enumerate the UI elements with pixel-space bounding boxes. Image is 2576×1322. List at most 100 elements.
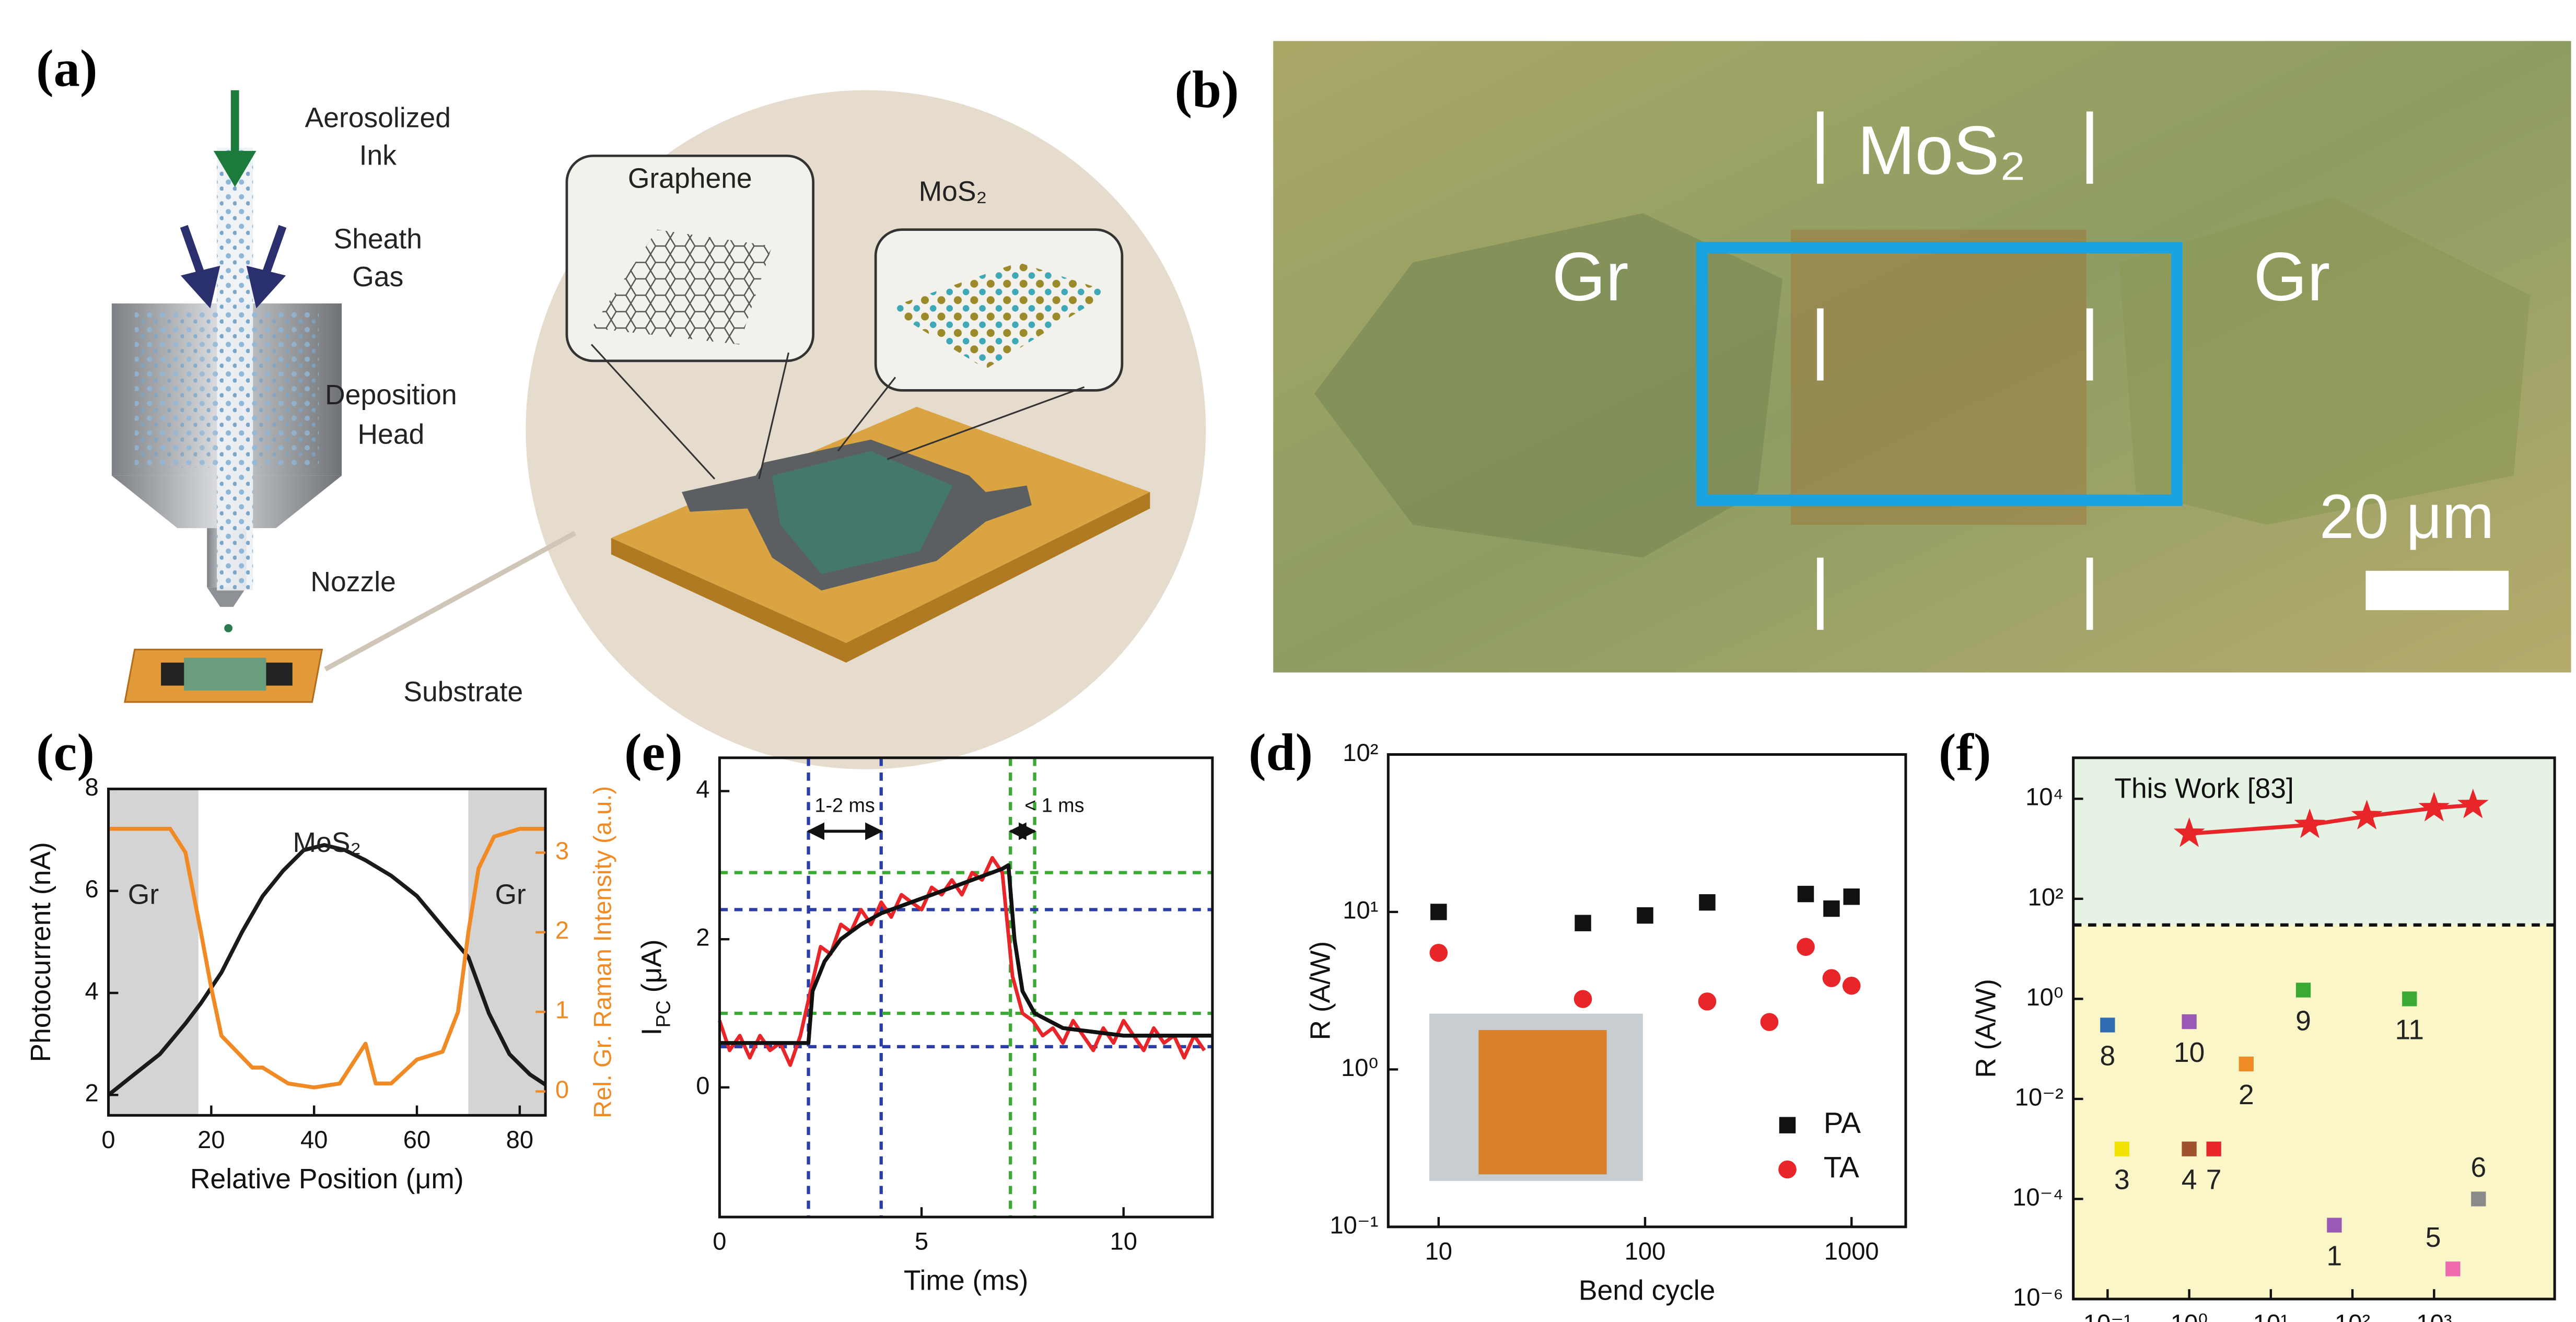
y-tick-label: 10⁻¹ bbox=[1330, 1211, 1378, 1238]
legend-label: PA bbox=[1824, 1106, 1861, 1139]
panel-label: (a) bbox=[36, 39, 97, 97]
diagram-label: Nozzle bbox=[310, 567, 395, 598]
point-label: 6 bbox=[2470, 1152, 2486, 1183]
annotation: Gr bbox=[495, 880, 526, 910]
x-tick-label: 80 bbox=[506, 1126, 533, 1153]
x-tick-label: 5 bbox=[915, 1227, 928, 1255]
point-label: 8 bbox=[2100, 1040, 2115, 1071]
legend-label: TA bbox=[1824, 1151, 1859, 1184]
panel-a-drawing bbox=[111, 90, 1206, 769]
y-tick-label: 4 bbox=[696, 775, 709, 803]
x-axis-label: Relative Position (μm) bbox=[190, 1164, 464, 1195]
marker bbox=[2327, 1218, 2342, 1233]
y2-axis-label: Rel. Gr. Raman Intensity (a.u.) bbox=[589, 786, 616, 1118]
y2-tick-label: 1 bbox=[555, 996, 569, 1024]
panel-label: (c) bbox=[36, 723, 95, 781]
y-tick-label: 10² bbox=[1343, 739, 1378, 766]
plot-frame bbox=[2072, 756, 2556, 1301]
x-tick-label: 60 bbox=[403, 1126, 430, 1153]
y-tick-label: 10¹ bbox=[1343, 896, 1378, 923]
point-label: 7 bbox=[2206, 1165, 2222, 1196]
x-tick-label: 40 bbox=[300, 1126, 328, 1153]
marker bbox=[2114, 1141, 2130, 1156]
x-tick-label: 10⁻¹ bbox=[2083, 1309, 2132, 1322]
x-tick-label: 10² bbox=[2335, 1309, 2370, 1322]
x-tick-label: 10¹ bbox=[2253, 1309, 2289, 1322]
marker bbox=[2418, 791, 2450, 822]
marker bbox=[1637, 907, 1653, 924]
marker bbox=[2402, 991, 2417, 1007]
shaded-region bbox=[468, 789, 546, 1116]
micrograph bbox=[1273, 41, 2571, 673]
legend-marker bbox=[1779, 1117, 1796, 1133]
series-line bbox=[108, 826, 546, 1090]
y2-tick-label: 2 bbox=[555, 916, 569, 944]
diagram-label: Aerosolized bbox=[305, 102, 451, 133]
marker bbox=[2206, 1141, 2221, 1156]
point-label: 9 bbox=[2295, 1005, 2311, 1036]
marker bbox=[1429, 943, 1448, 962]
marker bbox=[1843, 888, 1860, 905]
point-label: 10 bbox=[2174, 1037, 2205, 1068]
inset-film bbox=[1478, 1030, 1607, 1175]
x-tick-label: 10 bbox=[1110, 1227, 1137, 1255]
point-label: 3 bbox=[2114, 1165, 2130, 1196]
marker bbox=[1823, 900, 1840, 917]
marker bbox=[2239, 1056, 2254, 1072]
marker bbox=[1797, 938, 1815, 956]
point-label: 2 bbox=[2239, 1080, 2254, 1110]
annotation: 1-2 ms bbox=[814, 794, 875, 816]
marker bbox=[1699, 894, 1716, 911]
x-tick-label: 10⁰ bbox=[2171, 1309, 2208, 1322]
x-tick-label: 0 bbox=[101, 1126, 115, 1153]
diagram-label: Substrate bbox=[403, 676, 523, 707]
marker bbox=[2182, 1141, 2197, 1156]
y-axis-label: IPC (μA) bbox=[637, 939, 674, 1035]
marker bbox=[1822, 969, 1841, 987]
marker bbox=[2457, 788, 2489, 818]
region bbox=[2073, 757, 2555, 925]
annotation: < 1 ms bbox=[1024, 794, 1084, 816]
annotation: MoS₂ bbox=[293, 827, 361, 858]
y-axis-label: R (A/W) bbox=[1306, 941, 1336, 1040]
x-axis-label: Bend cycle bbox=[1579, 1276, 1715, 1306]
chart: 10 100 1000 10⁻¹ 10⁰ 10¹ 10² (d) Bend cycle R (A/… bbox=[1249, 723, 1907, 1306]
y-tick-label: 10² bbox=[2028, 883, 2064, 910]
diagram-label: Sheath bbox=[334, 224, 422, 255]
diagram-label: Ink bbox=[359, 141, 397, 171]
y-tick-label: 10⁰ bbox=[1341, 1054, 1378, 1081]
y-tick-label: 2 bbox=[696, 923, 709, 951]
x-axis-label: Time (ms) bbox=[904, 1266, 1028, 1296]
marker bbox=[2445, 1261, 2461, 1277]
series-line bbox=[718, 856, 1206, 1067]
region bbox=[2073, 925, 2555, 1300]
diagram-label: Deposition bbox=[325, 380, 457, 411]
plot-frame bbox=[107, 787, 547, 1117]
image-label: Gr bbox=[1552, 238, 1629, 315]
chart: 1 2 3 47 8 9 10 11 5 6 10⁻¹ 10⁰ 10¹ 10² 10³ 10⁻⁶ 10⁻⁴ 10⁻… bbox=[1939, 723, 2556, 1322]
chart: 0 5 10 0 2 4 (e) Time (ms) IPC (μA) 1-2 ms < 1 ms bbox=[624, 723, 1214, 1296]
x-tick-label: 10³ bbox=[2416, 1309, 2452, 1322]
marker bbox=[2471, 1191, 2486, 1207]
y-axis-label-part: (μA) bbox=[637, 939, 668, 1000]
panel-label: (e) bbox=[624, 723, 683, 781]
plot-frame bbox=[1386, 753, 1907, 1229]
marker bbox=[2173, 817, 2205, 847]
legend-marker bbox=[1778, 1160, 1797, 1179]
marker bbox=[2100, 1017, 2115, 1033]
marker bbox=[2295, 982, 2311, 998]
x-tick-label: 10 bbox=[1425, 1237, 1452, 1265]
x-tick-label: 0 bbox=[713, 1227, 726, 1255]
panel-label: (b) bbox=[1175, 60, 1239, 119]
x-tick-label: 1000 bbox=[1824, 1237, 1879, 1265]
x-tick-label: 20 bbox=[197, 1126, 225, 1153]
y-tick-label: 10⁰ bbox=[2026, 983, 2063, 1011]
marker bbox=[1575, 915, 1591, 931]
shaded-region bbox=[108, 789, 199, 1116]
image-label: 20 μm bbox=[2319, 482, 2495, 552]
diagram-label: Head bbox=[358, 419, 425, 450]
y-tick-label: 4 bbox=[85, 977, 98, 1004]
marker bbox=[2351, 800, 2383, 829]
